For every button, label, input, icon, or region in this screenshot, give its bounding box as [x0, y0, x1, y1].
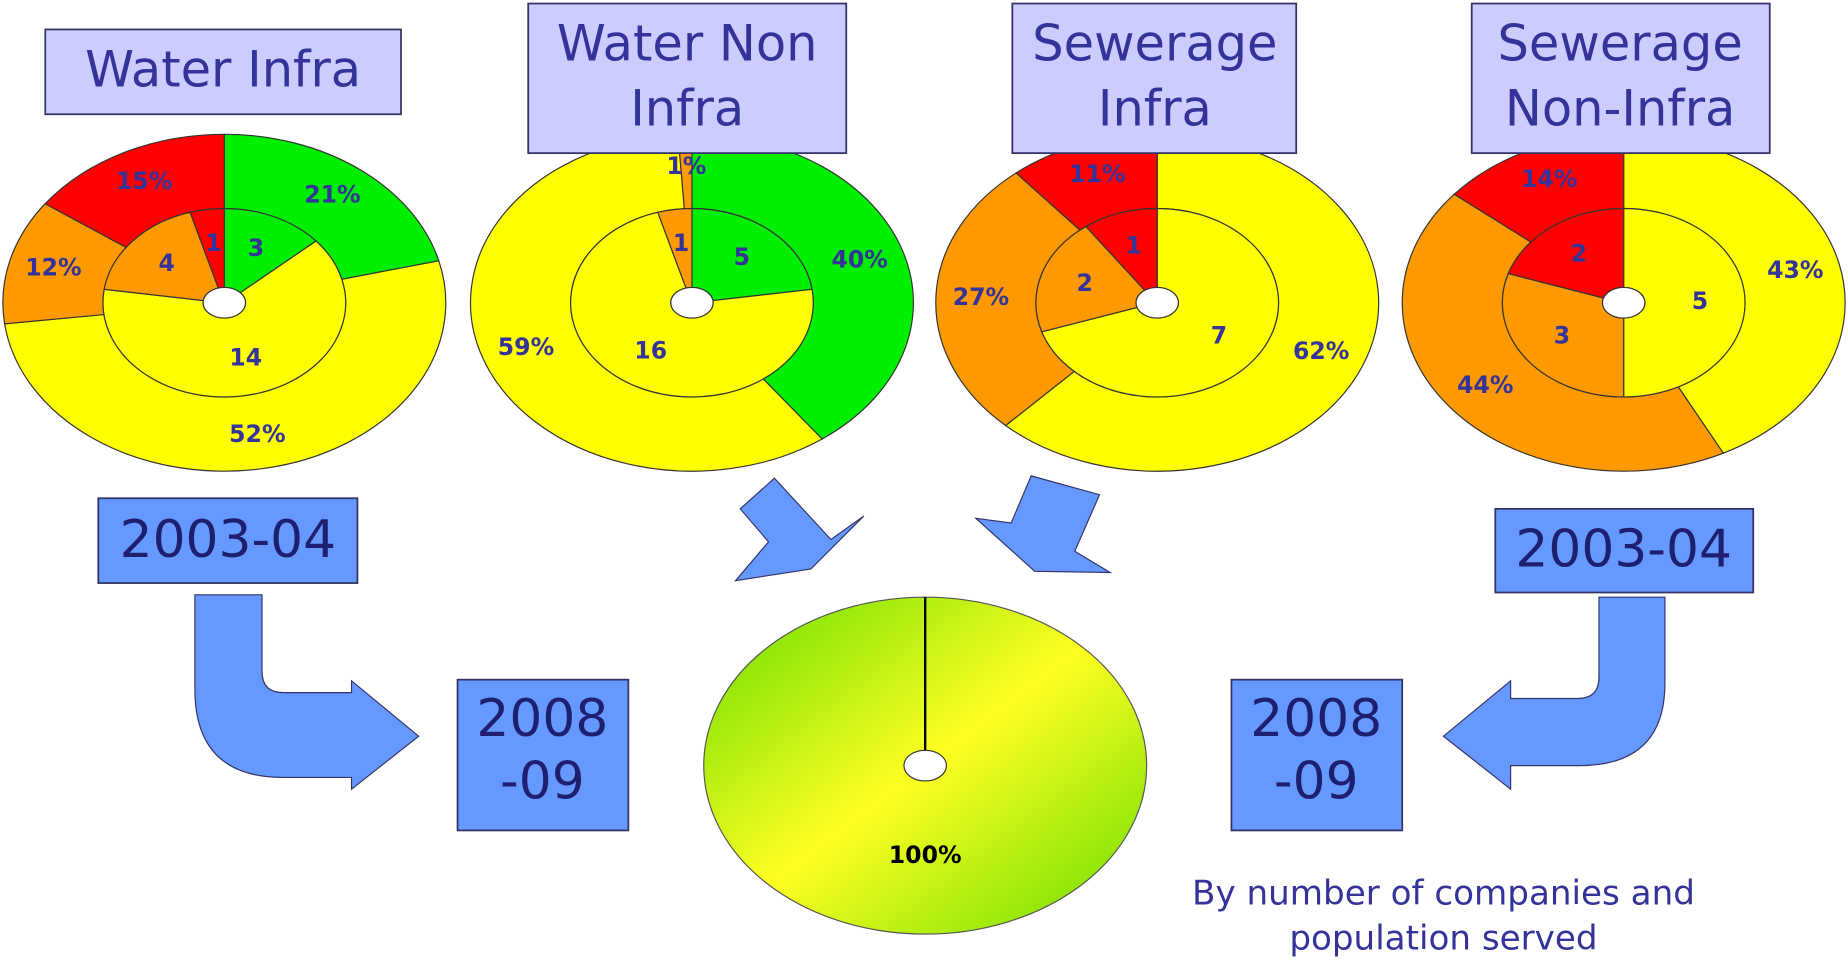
year-label: 2003-04 — [120, 510, 336, 570]
title-box — [1011, 2, 1298, 155]
data-label: 100% — [889, 841, 962, 869]
chart-title: Sewerage — [1032, 15, 1277, 73]
title-box — [44, 28, 402, 116]
title-box — [527, 2, 848, 155]
hole — [903, 749, 947, 782]
data-label: 15% — [116, 167, 172, 195]
data-label: 7 — [1211, 322, 1227, 350]
year-label: 2008 — [476, 689, 608, 749]
arrow — [1442, 596, 1666, 791]
data-label: 12% — [25, 254, 81, 282]
data-label: 1% — [666, 152, 706, 180]
data-label: 3 — [248, 234, 264, 262]
year-box — [1494, 507, 1755, 594]
hole — [1135, 286, 1180, 319]
note: By number of companies and — [1192, 874, 1695, 914]
data-label: 1 — [673, 229, 689, 257]
chart-title: Water Non — [557, 15, 818, 73]
data-label: 2 — [1076, 269, 1092, 297]
data-label: 5 — [1692, 287, 1708, 315]
data-label: 1 — [205, 229, 221, 257]
hole — [1601, 286, 1646, 319]
chart-title: Water Infra — [85, 41, 361, 99]
year-box — [1230, 678, 1404, 832]
data-label: 2 — [1571, 240, 1587, 268]
chart-title: Sewerage — [1498, 15, 1743, 73]
data-label: 1 — [1125, 231, 1141, 259]
title-box — [1470, 2, 1771, 155]
data-label: 44% — [1457, 371, 1513, 399]
year-label: -09 — [500, 751, 585, 811]
data-label: 59% — [498, 333, 554, 361]
data-label: 21% — [304, 181, 360, 209]
note: population served — [1289, 918, 1597, 958]
charts: 21% 52% 12% 15% 3 14 4 1 40% 59% 1% 5 16 1 62% 27% 11% 7 2… — [2, 133, 1846, 935]
chart-title: Infra — [1098, 79, 1212, 137]
year-box — [97, 497, 359, 584]
year-label: -09 — [1274, 751, 1359, 811]
arrow — [734, 477, 865, 582]
data-label: 14 — [229, 344, 262, 372]
hole — [670, 286, 714, 319]
data-label: 14% — [1521, 165, 1577, 193]
data-label: 27% — [953, 283, 1009, 311]
chart-title: Non-Infra — [1505, 79, 1735, 137]
data-label: 40% — [832, 245, 888, 273]
data-label: 3 — [1554, 322, 1570, 350]
year-box — [456, 678, 630, 832]
year-label: 2008 — [1250, 689, 1382, 749]
arrow — [194, 594, 420, 791]
hole — [202, 286, 247, 319]
data-label: 62% — [1293, 337, 1349, 365]
data-label: 16 — [634, 337, 667, 365]
data-label: 52% — [229, 420, 285, 448]
data-label: 11% — [1069, 160, 1125, 188]
data-label: 4 — [158, 249, 174, 277]
data-label: 5 — [734, 243, 750, 271]
chart-title: Infra — [630, 79, 744, 137]
year-label: 2003-04 — [1515, 519, 1731, 579]
data-label: 43% — [1767, 256, 1823, 284]
arrow — [974, 475, 1113, 574]
